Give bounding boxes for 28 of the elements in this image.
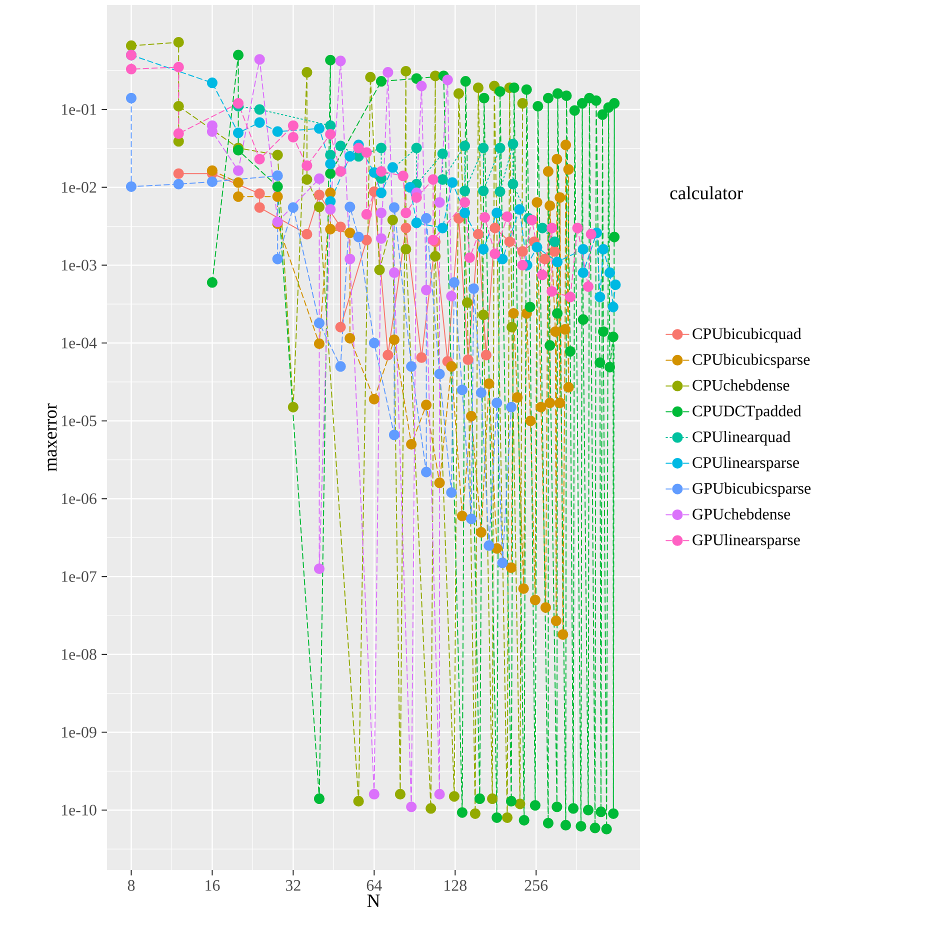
y-tick-label: 1e-09 [62,726,96,738]
legend-label: GPUlinearsparse [692,534,800,549]
legend-label: CPUchebdense [692,379,790,391]
x-axis-title: N [367,894,380,907]
legend-label: CPUDCTpadded [692,405,802,420]
legend-title: calculator [670,186,744,200]
x-tick-label: 16 [206,880,220,891]
x-tick-label: 8 [128,880,135,891]
x-tick-label: 32 [286,880,300,891]
legend-label: CPUbicubicsparse [692,354,810,368]
y-tick-label: 1e-06 [62,493,96,504]
legend-label: CPUlinearquad [692,430,790,446]
y-tick-label: 1e-05 [62,415,96,426]
y-tick-label: 1e-03 [62,260,96,271]
y-tick-label: 1e-04 [62,338,97,348]
y-tick-label: 1e-08 [62,649,96,660]
y-tick-label: 1e-02 [62,182,96,193]
y-axis-title: maxerror [48,403,57,472]
x-tick-label: 256 [524,880,548,891]
y-tick-label: 1e-07 [62,571,96,582]
y-tick-label: 1e-10 [62,804,96,816]
legend-label: GPUbicubicsparse [692,482,811,497]
legend-label: GPUchebdense [692,508,790,520]
x-tick-label: 128 [444,880,467,891]
legend-label: CPUbicubicquad [692,328,802,342]
legend-label: CPUlinearsparse [692,456,799,472]
y-tick-label: 1e-01 [62,104,96,115]
x-tick-label: 64 [366,880,382,891]
